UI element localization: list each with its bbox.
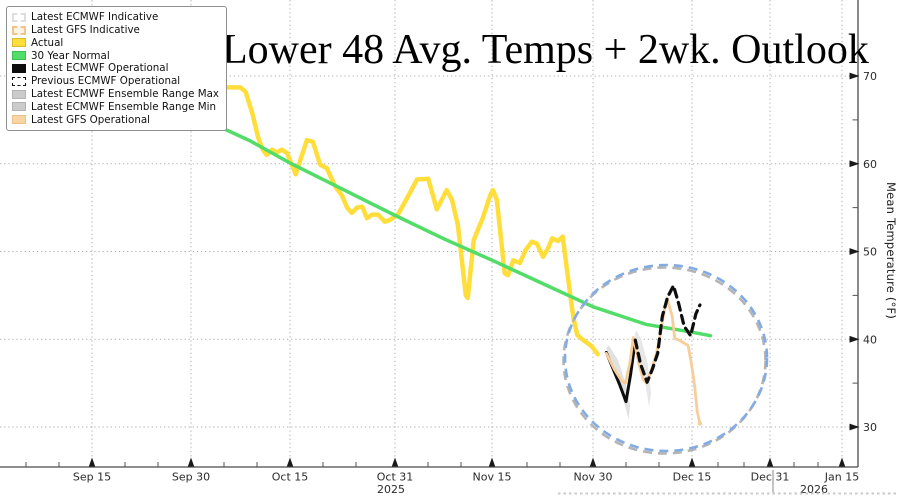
x-major-tick (838, 457, 846, 467)
y-major-tick (849, 72, 860, 80)
legend-swatch-icon (12, 25, 26, 35)
legend-item-label: Latest ECMWF Indicative (31, 11, 159, 24)
legend-item: 30 Year Normal (12, 49, 219, 62)
x-major-tick (766, 457, 774, 467)
outlook-circle-shadow (562, 266, 767, 455)
x-tick-label: Oct 31 (377, 471, 414, 484)
year-label: 2025 (377, 483, 405, 495)
legend-swatch-icon (12, 76, 26, 86)
y-major-tick (849, 160, 860, 168)
y-tick-label: 60 (863, 158, 877, 171)
legend-swatch-icon (12, 64, 26, 74)
y-tick-label: 50 (863, 246, 877, 259)
x-major-tick (286, 457, 294, 467)
x-major-tick (589, 457, 597, 467)
legend-swatch-icon (12, 89, 26, 99)
legend-item: Latest ECMWF Ensemble Range Max (12, 88, 219, 101)
y-major-tick (849, 248, 860, 255)
legend-item-label: Latest ECMWF Operational (31, 62, 169, 75)
x-tick-label: Nov 30 (574, 471, 613, 484)
legend-item: Latest ECMWF Operational (12, 62, 219, 75)
series-actual (203, 85, 600, 357)
legend-item: Latest GFS Indicative (12, 24, 219, 37)
x-tick-label: Dec 31 (751, 471, 790, 484)
x-major-tick (391, 457, 399, 467)
x-tick-label: Nov 15 (473, 471, 512, 484)
x-tick-label: Jan 15 (824, 471, 859, 484)
x-tick-label: Sep 30 (172, 471, 210, 484)
legend-item-label: Latest ECMWF Ensemble Range Min (31, 100, 216, 113)
series-end-marker (697, 421, 703, 426)
y-tick-label: 40 (863, 333, 877, 346)
outlook-highlight-circle (563, 263, 769, 453)
legend-box: Latest ECMWF Indicative Latest GFS Indica… (6, 6, 228, 132)
x-major-tick (488, 457, 496, 467)
x-tick-label: Dec 15 (673, 471, 712, 484)
legend-item: Actual (12, 37, 219, 50)
series-previous-ecmwf-operational (633, 284, 702, 384)
x-major-tick (187, 457, 195, 467)
legend-swatch-icon (12, 102, 26, 112)
y-axis-label: Mean Temperature (°F) (884, 182, 898, 320)
chart-title: Lower 48 Avg. Temps + 2wk. Outlook (222, 27, 869, 73)
legend-item: Latest GFS Operational (12, 113, 219, 126)
y-major-tick (849, 423, 860, 431)
legend-item-label: Actual (31, 36, 64, 49)
legend-item-label: 30 Year Normal (31, 49, 110, 62)
x-major-tick (88, 457, 96, 467)
legend-swatch-icon (12, 12, 26, 22)
y-tick-label: 30 (863, 421, 877, 434)
legend-item-label: Previous ECMWF Operational (31, 75, 181, 88)
legend-item: Latest ECMWF Ensemble Range Min (12, 101, 219, 114)
legend-item: Previous ECMWF Operational (12, 75, 219, 88)
x-tick-label: Oct 15 (272, 471, 309, 484)
legend-swatch-icon (12, 51, 26, 61)
legend-item-label: Latest ECMWF Ensemble Range Max (31, 88, 220, 101)
legend-swatch-icon (12, 115, 26, 125)
series-30-year-normal (204, 119, 713, 338)
x-tick-label: Sep 15 (73, 471, 111, 484)
legend-swatch-icon (12, 38, 26, 48)
legend-item-label: Latest GFS Operational (31, 113, 151, 126)
y-major-tick (849, 335, 860, 343)
x-major-tick (688, 457, 696, 467)
legend-item-label: Latest GFS Indicative (31, 24, 140, 37)
y-tick-label: 70 (863, 70, 877, 83)
legend-item: Latest ECMWF Indicative (12, 11, 219, 24)
